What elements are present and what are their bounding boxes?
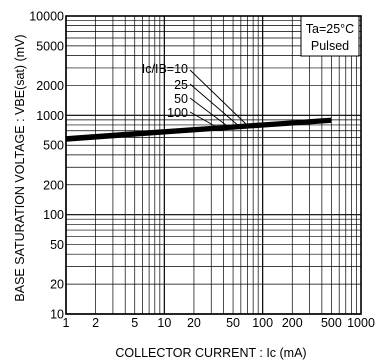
- condition-temperature: Ta=25°C: [306, 22, 354, 36]
- x-tick-label: 5: [131, 316, 138, 330]
- y-tick-label: 200: [43, 178, 64, 192]
- y-tick-label: 100: [43, 208, 64, 222]
- y-tick-label: 50: [50, 238, 64, 252]
- legend-leader-line: [189, 69, 249, 127]
- x-tick-label: 20: [187, 316, 201, 330]
- major-grid: [65, 16, 361, 315]
- x-tick-label: 100: [252, 316, 273, 330]
- legend: Ic/IB=10 25 50 100: [142, 62, 188, 120]
- legend-label-25: 25: [174, 78, 188, 92]
- series-line-4: [65, 120, 332, 142]
- legend-label-100: 100: [167, 106, 188, 120]
- x-tick-label: 1: [63, 316, 70, 330]
- y-tick-label: 2000: [36, 79, 64, 93]
- legend-leader-line: [189, 97, 231, 129]
- condition-pulsed: Pulsed: [311, 39, 349, 53]
- series-lines: [65, 117, 332, 142]
- x-axis-title: COLLECTOR CURRENT : Ic (mA): [115, 346, 306, 360]
- x-tick-labels: 1 2 5 10 20 50 100 200 500 1000: [63, 316, 375, 330]
- legend-leader-line: [189, 83, 241, 128]
- legend-leaders: [189, 69, 249, 130]
- y-tick-label: 1000: [36, 109, 64, 123]
- x-tick-label: 500: [321, 316, 342, 330]
- y-tick-label: 10: [50, 308, 64, 322]
- x-tick-label: 10: [157, 316, 171, 330]
- y-tick-label: 10000: [29, 10, 64, 24]
- y-tick-label: 500: [43, 139, 64, 153]
- plot-frame: [65, 15, 362, 315]
- y-axis-title: BASE SATURATION VOLTAGE : VBE(sat) (mV): [13, 34, 27, 301]
- x-tick-label: 2: [92, 316, 99, 330]
- x-tick-label: 50: [226, 316, 240, 330]
- y-tick-label: 5000: [36, 39, 64, 53]
- condition-box: [300, 15, 360, 57]
- y-tick-label: 20: [50, 278, 64, 292]
- x-tick-label: 200: [282, 316, 303, 330]
- legend-leader-line: [189, 111, 221, 130]
- legend-label-10: Ic/IB=10: [142, 62, 188, 76]
- x-tick-label: 1000: [347, 316, 375, 330]
- legend-label-50: 50: [174, 92, 188, 106]
- minor-grid: [66, 16, 361, 314]
- y-tick-labels: 10000 5000 2000 1000 500 200 100 50 20 10: [29, 10, 64, 322]
